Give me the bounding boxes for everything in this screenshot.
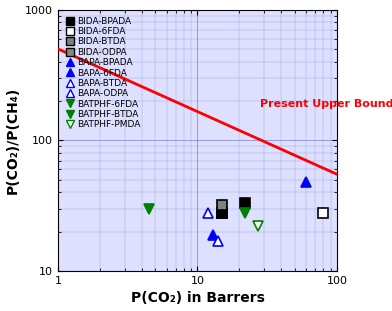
Legend: BIDA-BPADA, BIDA-6FDA, BIDA-BTDA, BIDA-ODPA, BAPA-BPADA, BAPA-6FDA, BAPA-BTDA, B: BIDA-BPADA, BIDA-6FDA, BIDA-BTDA, BIDA-O…: [62, 14, 143, 132]
X-axis label: P(CO₂) in Barrers: P(CO₂) in Barrers: [131, 291, 264, 305]
Y-axis label: P(CO₂)/P(CH₄): P(CO₂)/P(CH₄): [5, 87, 20, 194]
Text: Present Upper Bound: Present Upper Bound: [260, 99, 392, 109]
